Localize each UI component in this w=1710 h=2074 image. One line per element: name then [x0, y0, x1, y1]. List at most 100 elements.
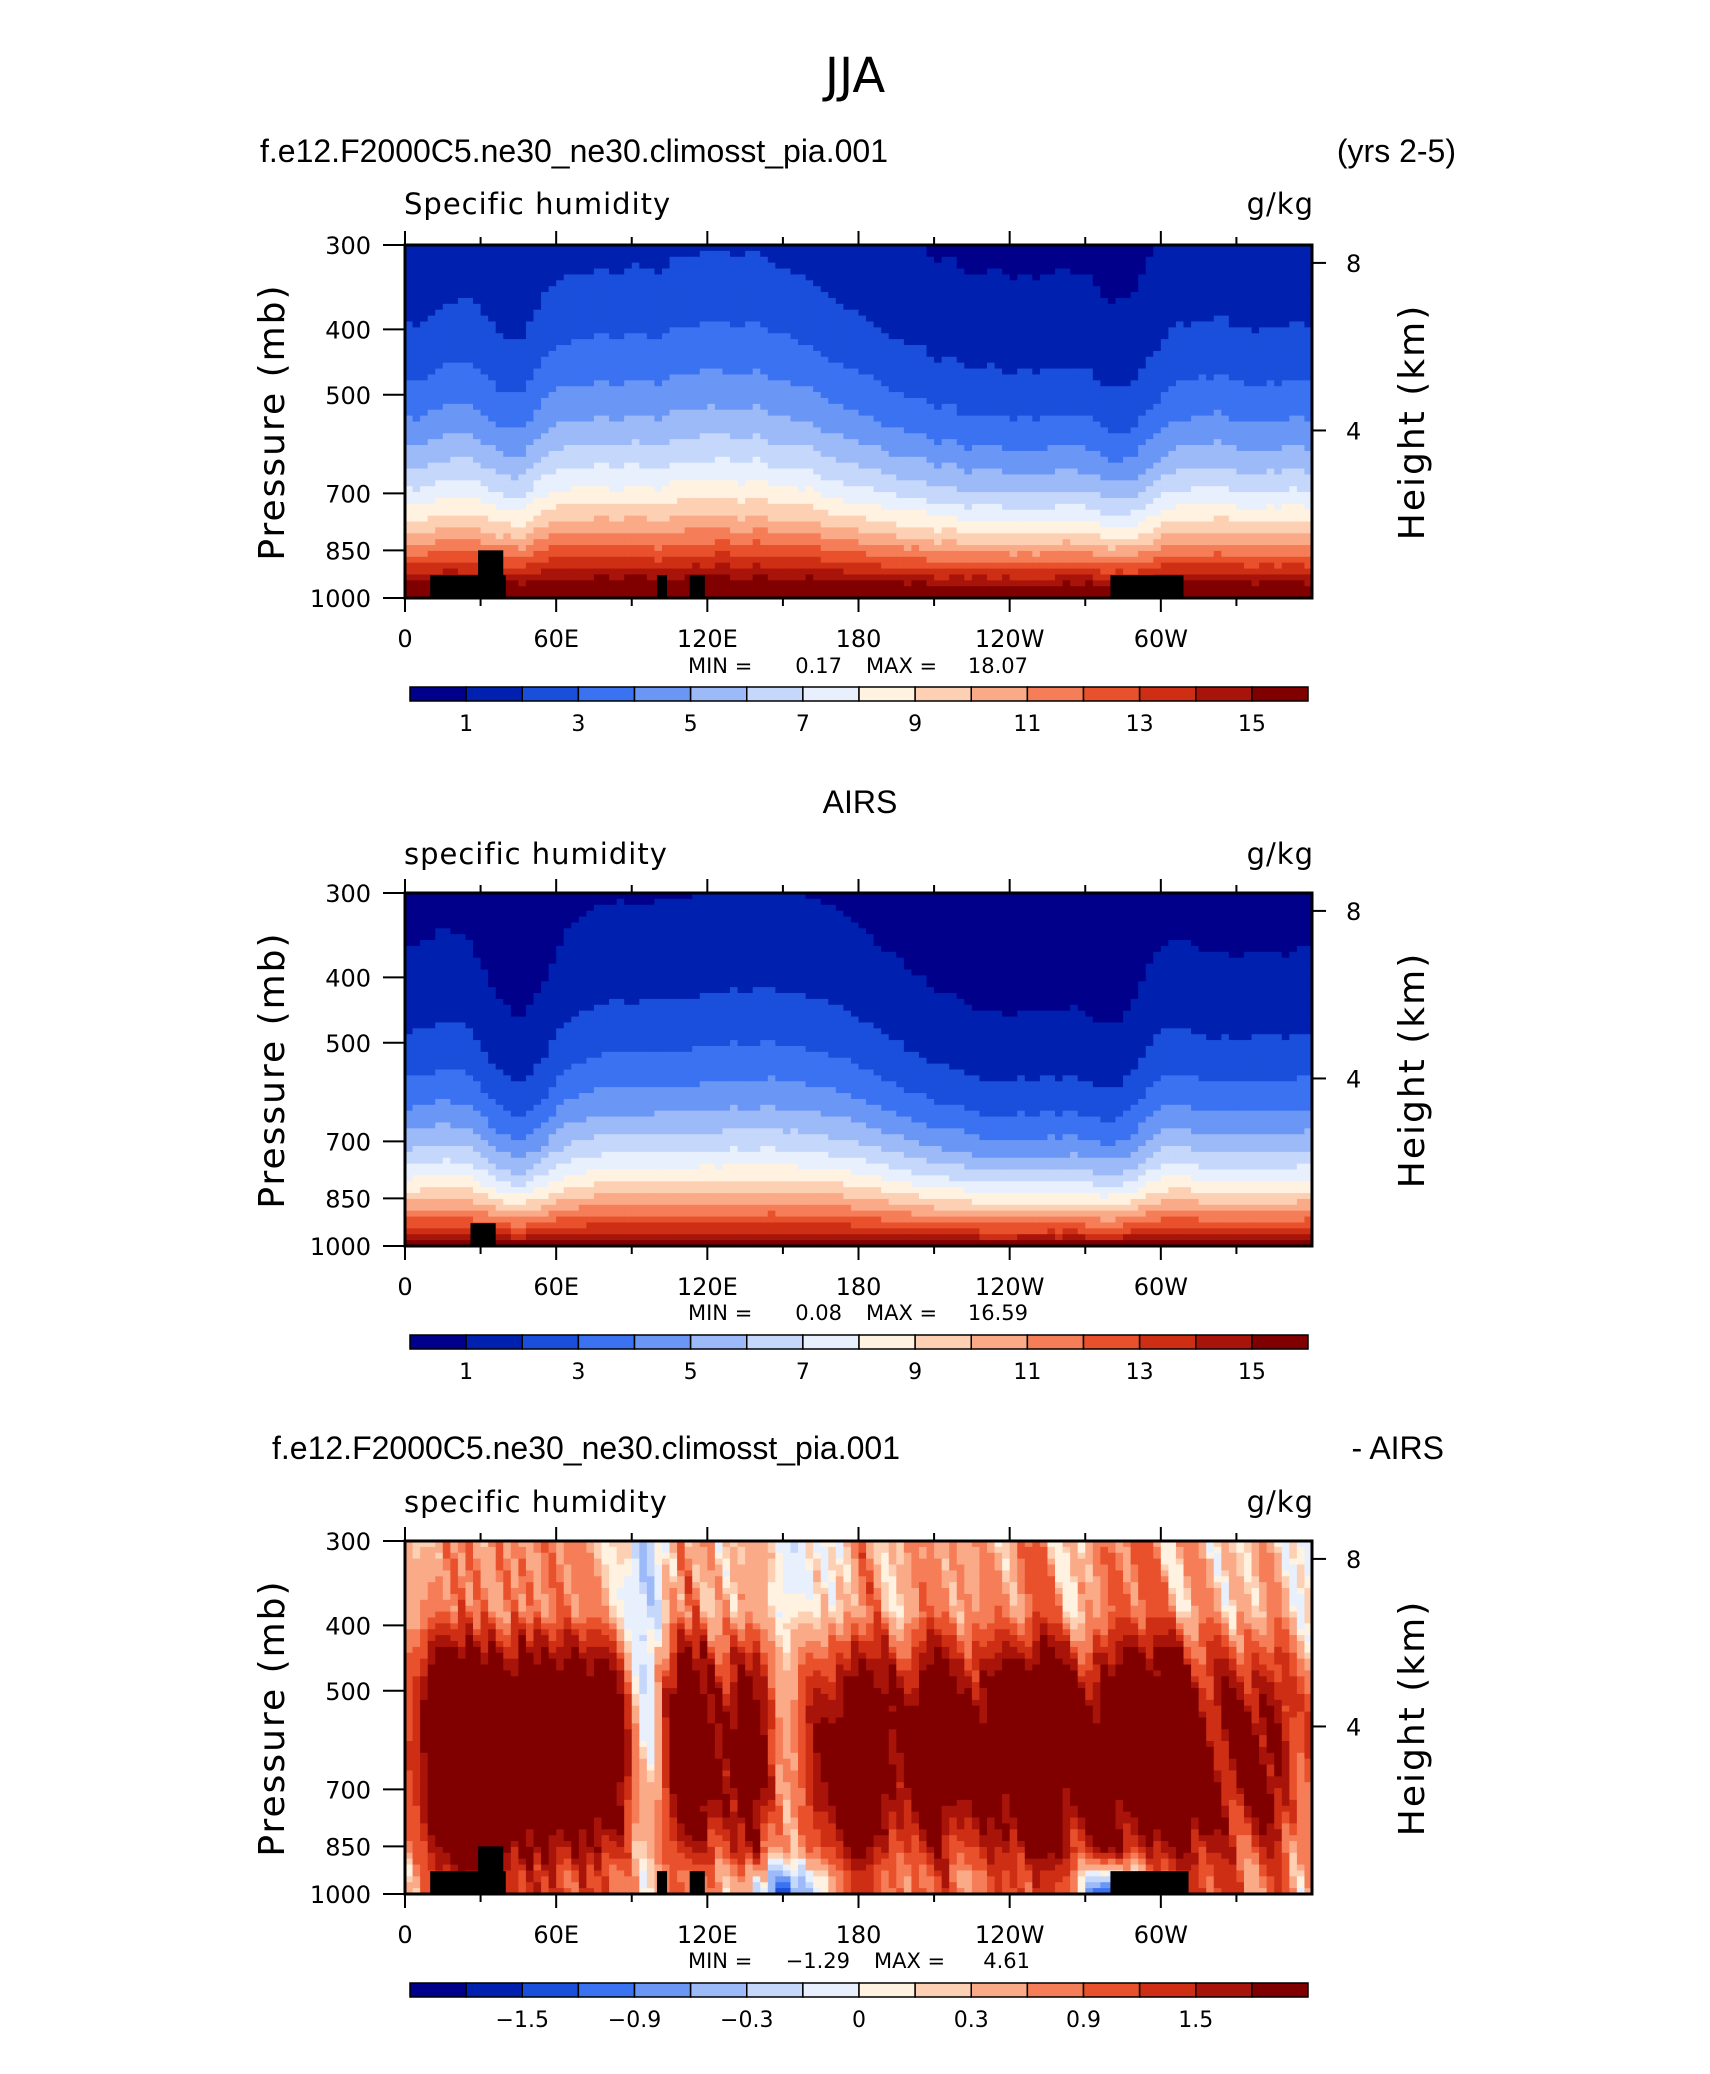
panel-model-cell [1063, 327, 1071, 333]
panel-model-cell [904, 251, 912, 257]
panel-model-cell [753, 274, 761, 280]
panel-model-cell [1282, 280, 1290, 286]
panel-model-cell [1274, 269, 1282, 275]
panel-model-cell [556, 263, 564, 269]
panel-model-cell [715, 280, 723, 286]
panel-model-cell [533, 251, 541, 257]
panel-model-cell [768, 304, 776, 310]
panel-model-cell [685, 333, 693, 339]
panel-model-cell [1010, 280, 1018, 286]
panel-model-cell [602, 321, 610, 327]
panel-model-cell [896, 280, 904, 286]
panel-model-cell [1131, 286, 1139, 292]
panel-model-cell [685, 269, 693, 275]
panel-model-cell [685, 298, 693, 304]
panel-model-cell [586, 269, 594, 275]
panel-model-cell [511, 304, 519, 310]
panel-model-cell [556, 298, 564, 304]
panel-model-cell [972, 292, 980, 298]
panel-model-cell [541, 304, 549, 310]
panel-model-cell [1085, 310, 1093, 316]
panel-model-cell [496, 263, 504, 269]
panel-model-cell [881, 251, 889, 257]
panel-model-cell [556, 333, 564, 339]
panel-model-cell [639, 327, 647, 333]
panel-model-cell [722, 304, 730, 310]
panel-model-cell [662, 304, 670, 310]
panel-model-cell [1138, 263, 1146, 269]
panel-model-cell [1032, 286, 1040, 292]
panel-model-cell [458, 263, 466, 269]
panel-model-cell [790, 269, 798, 275]
panel-model-cell [602, 251, 610, 257]
panel-model-cell [465, 257, 473, 263]
panel-model-cell [533, 286, 541, 292]
panel-model-cell [942, 327, 950, 333]
panel-model-cell [972, 263, 980, 269]
panel-model-cell [647, 280, 655, 286]
panel-model-cell [579, 274, 587, 280]
panel-model-cell [632, 286, 640, 292]
panel-model-cell [511, 251, 519, 257]
panel-model-cell [488, 316, 496, 322]
panel-model-cell [957, 286, 965, 292]
panel-model-cell [450, 274, 458, 280]
panel-model-cell [1108, 263, 1116, 269]
panel-model-cell [1047, 251, 1055, 257]
panel-model-cell [450, 316, 458, 322]
panel-model-cell [979, 274, 987, 280]
panel-model-cell [813, 251, 821, 257]
panel-model-cell [760, 304, 768, 310]
panel-model-cell [1078, 316, 1086, 322]
panel-model-cell [722, 280, 730, 286]
panel-model-cell [624, 280, 632, 286]
panel-model-cell [798, 257, 806, 263]
panel-model-cell [1108, 316, 1116, 322]
panel-model-cell [859, 321, 867, 327]
panel-model-cell [806, 292, 814, 298]
panel-model-cell [647, 274, 655, 280]
panel-model-cell [828, 321, 836, 327]
panel-model-cell [624, 274, 632, 280]
panel-model-cell [1161, 274, 1169, 280]
panel-model-cell [813, 286, 821, 292]
panel-model-cell [1161, 286, 1169, 292]
panel-model-cell [654, 269, 662, 275]
panel-model-cell [564, 333, 572, 339]
panel-model-cell [790, 327, 798, 333]
panel-model-cell [1244, 321, 1252, 327]
panel-model-cell [647, 310, 655, 316]
panel-model-cell [904, 269, 912, 275]
panel-model-cell [609, 327, 617, 333]
panel-model-cell [821, 321, 829, 327]
panel-model-cell [1161, 257, 1169, 263]
panel-model-cell [700, 280, 708, 286]
panel-model-cell [1085, 269, 1093, 275]
panel-model-cell [1032, 298, 1040, 304]
panel-model-cell [964, 304, 972, 310]
panel-model-cell [798, 263, 806, 269]
panel-model-cell [934, 257, 942, 263]
panel-model-cell [1191, 321, 1199, 327]
panel-model-cell [662, 292, 670, 298]
panel-model-cell [964, 292, 972, 298]
panel-model-cell [571, 321, 579, 327]
panel-model-cell [1184, 274, 1192, 280]
panel-model-cell [745, 292, 753, 298]
panel-model-cell [919, 321, 927, 327]
panel-model-cell [957, 298, 965, 304]
panel-model-cell [843, 310, 851, 316]
panel-model-cell [435, 310, 443, 316]
panel-model-cell [1115, 321, 1123, 327]
panel-model-cell [594, 251, 602, 257]
panel-model-cell [586, 257, 594, 263]
panel-model-cell [1146, 274, 1154, 280]
panel-model-cell [1199, 251, 1207, 257]
panel-model-cell [1055, 310, 1063, 316]
panel-model-cell [745, 304, 753, 310]
panel-model-cell [662, 286, 670, 292]
panel-model-cell [768, 298, 776, 304]
panel-model-cell [1010, 292, 1018, 298]
panel-model-cell [760, 327, 768, 333]
panel-model-cell [1184, 304, 1192, 310]
